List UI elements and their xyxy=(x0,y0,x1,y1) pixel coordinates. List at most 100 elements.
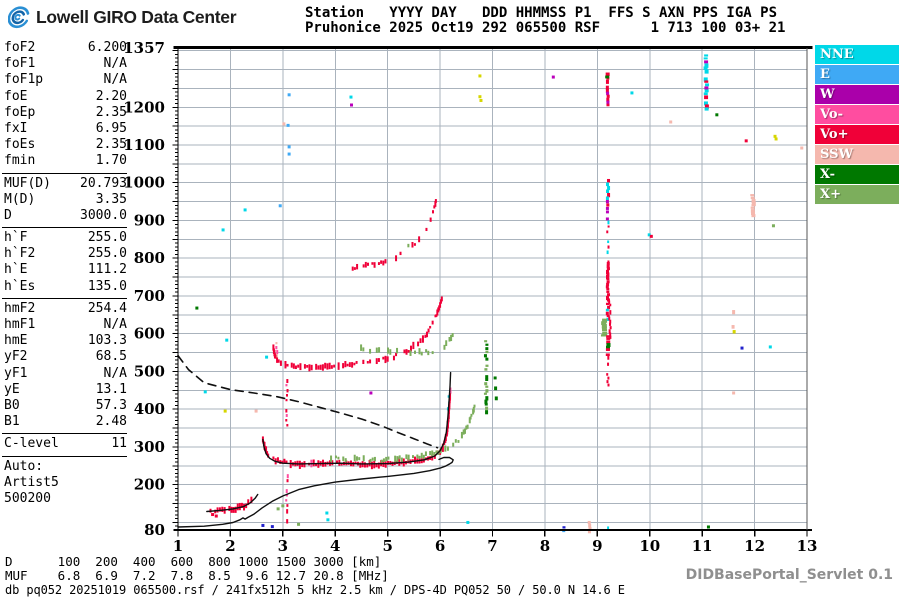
y-axis-label-800: 800 xyxy=(134,249,165,267)
param-value: 254.4 xyxy=(87,300,127,316)
param-row-fmin: fmin 1.70 xyxy=(2,153,129,169)
param-value: 2.35 xyxy=(95,104,127,120)
y-axis-label-1000: 1000 xyxy=(123,174,165,192)
param-label: D xyxy=(4,207,12,223)
y-axis-label-1357: 1357 xyxy=(123,39,165,57)
param-label: h`F xyxy=(4,230,28,246)
param-row-mufd: MUF(D) 20.793 xyxy=(2,176,129,192)
param-label: foEs xyxy=(4,137,36,153)
param-row-auto: Auto: xyxy=(2,459,129,475)
y-axis-label-500: 500 xyxy=(134,362,165,380)
param-label: yF1 xyxy=(4,365,28,381)
param-label: foE xyxy=(4,88,28,104)
y-axis-label-1100: 1100 xyxy=(123,136,165,154)
param-row-500200: 500200 xyxy=(2,491,129,507)
x-axis-label-2: 2 xyxy=(225,537,235,555)
param-label: foF1p xyxy=(4,72,44,88)
param-label: h`Es xyxy=(4,278,36,294)
legend-item-nne: NNE xyxy=(815,45,899,64)
param-row-artist5: Artist5 xyxy=(2,475,129,491)
param-value: 3.35 xyxy=(95,191,127,207)
param-value: 103.3 xyxy=(87,333,127,349)
param-label: Artist5 xyxy=(4,474,59,490)
param-row-hes: h`Es 135.0 xyxy=(2,279,129,295)
echo-type-legend: NNE E W Vo- Vo+ SSW X- X+ xyxy=(815,45,899,205)
param-value: 2.35 xyxy=(95,137,127,153)
divider xyxy=(2,227,127,229)
param-row-fof1p: foF1p N/A xyxy=(2,72,129,88)
servlet-version-label: DIDBasePortal_Servlet 0.1 xyxy=(685,567,893,583)
y-axis-label-600: 600 xyxy=(134,325,165,343)
param-label: MUF(D) xyxy=(4,175,51,191)
y-axis-label-700: 700 xyxy=(134,287,165,305)
param-label: hmE xyxy=(4,333,28,349)
param-label: yF2 xyxy=(4,349,28,365)
param-row-hf2: h`F2 255.0 xyxy=(2,246,129,262)
param-value: 3000.0 xyxy=(80,207,127,223)
logo-title: Lowell GIRO Data Center xyxy=(36,6,237,27)
param-row-md: M(D) 3.35 xyxy=(2,192,129,208)
legend-item-x: X- xyxy=(815,165,899,184)
x-axis-label-1: 1 xyxy=(173,537,183,555)
legend-item-vo: Vo+ xyxy=(815,125,899,144)
param-label: B1 xyxy=(4,414,20,430)
param-row-foe: foE 2.20 xyxy=(2,89,129,105)
param-row-hmf2: hmF2 254.4 xyxy=(2,301,129,317)
d-muf-table: D 100 200 400 600 800 1000 1500 3000 [km… xyxy=(5,554,389,583)
param-row-fxi: fxI 6.95 xyxy=(2,121,129,137)
param-label: yE xyxy=(4,381,20,397)
param-value: 255.0 xyxy=(87,230,127,246)
param-row-yf2: yF2 68.5 xyxy=(2,349,129,365)
divider xyxy=(2,297,127,299)
param-row-b0: B0 57.3 xyxy=(2,398,129,414)
param-label: 500200 xyxy=(4,490,51,506)
divider xyxy=(2,433,127,435)
y-axis-label-80: 80 xyxy=(144,521,165,539)
param-row-yf1: yF1 N/A xyxy=(2,366,129,382)
param-value: 68.5 xyxy=(95,349,127,365)
param-row-he: h`E 111.2 xyxy=(2,262,129,278)
param-value: 57.3 xyxy=(95,397,127,413)
param-row-foep: foEp 2.35 xyxy=(2,105,129,121)
param-value: 2.20 xyxy=(95,88,127,104)
param-label: foF2 xyxy=(4,40,36,55)
y-axis-label-300: 300 xyxy=(134,438,165,456)
parameter-panel: foF2 6.200 foF1 N/A foF1p N/A foE 2.20 foEp 2.35 f… xyxy=(2,40,129,507)
param-label: fxI xyxy=(4,120,28,136)
x-axis-label-5: 5 xyxy=(382,537,392,555)
param-value: 2.48 xyxy=(95,414,127,430)
legend-item-ssw: SSW xyxy=(815,145,899,164)
param-label: C-level xyxy=(4,436,59,452)
param-label: h`E xyxy=(4,262,28,278)
param-value: N/A xyxy=(103,72,127,88)
divider xyxy=(2,172,127,174)
param-label: h`F2 xyxy=(4,246,36,262)
measurement-info-line: db pq052 20251019 065500.rsf / 241fx512h… xyxy=(5,583,625,597)
station-header-block: Station YYYY DAY DDD HHMMSS P1 FFS S AXN… xyxy=(305,5,786,36)
y-axis-label-900: 900 xyxy=(134,211,165,229)
param-value: 20.793 xyxy=(80,175,127,191)
param-label: fmin xyxy=(4,153,36,169)
x-axis-label-8: 8 xyxy=(540,537,550,555)
param-label: foEp xyxy=(4,104,36,120)
param-row-hmf1: hmF1 N/A xyxy=(2,317,129,333)
param-value: 6.200 xyxy=(87,40,127,55)
x-axis-label-9: 9 xyxy=(592,537,602,555)
giro-wave-icon xyxy=(7,5,32,29)
legend-item-x: X+ xyxy=(815,185,899,204)
x-axis-label-6: 6 xyxy=(435,537,445,555)
param-value: 111.2 xyxy=(87,262,127,278)
param-value: N/A xyxy=(103,365,127,381)
param-row-foes: foEs 2.35 xyxy=(2,137,129,153)
param-value: N/A xyxy=(103,317,127,332)
param-value: 6.95 xyxy=(95,120,127,136)
param-row-hf: h`F 255.0 xyxy=(2,230,129,246)
param-label: hmF1 xyxy=(4,317,36,332)
y-axis-label-400: 400 xyxy=(134,400,165,418)
param-label: M(D) xyxy=(4,191,36,207)
lowell-giro-logo: Lowell GIRO Data Center xyxy=(7,5,237,29)
param-value: 135.0 xyxy=(87,278,127,294)
param-row-ye: yE 13.1 xyxy=(2,382,129,398)
